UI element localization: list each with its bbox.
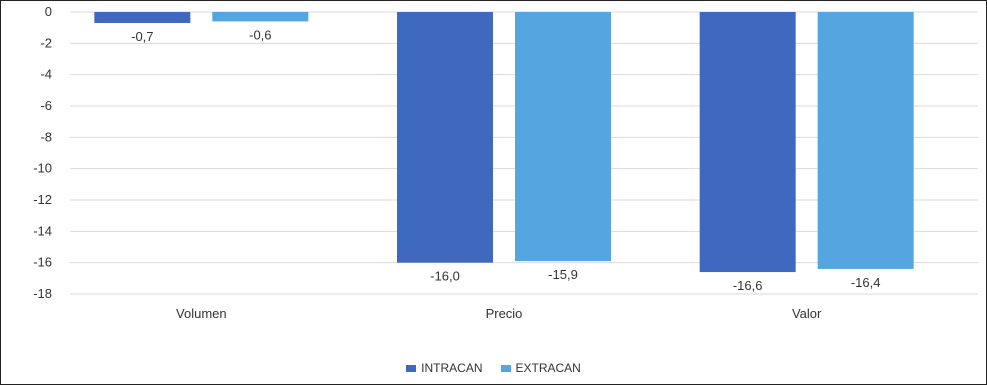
y-tick-label: -2 [40,35,52,50]
y-tick-label: -12 [33,192,52,207]
legend-swatch [406,364,417,372]
y-tick-label: -8 [40,129,52,144]
x-category-label: Valor [792,306,822,321]
x-category-label: Volumen [176,306,227,321]
y-tick-label: -4 [40,67,52,82]
legend-label: INTRACAN [421,361,483,375]
legend-swatch [500,364,511,372]
bar-intracan-volumen [94,12,191,23]
y-tick-label: -14 [33,223,52,238]
bar-extracan-precio [515,12,611,262]
data-label: -16,0 [430,269,460,284]
legend: INTRACAN EXTRACAN [0,361,987,375]
y-tick-label: 0 [45,4,52,19]
data-label: -0,6 [249,27,271,42]
bar-extracan-volumen [212,12,309,22]
legend-item-extracan: EXTRACAN [500,361,581,375]
legend-item-intracan: INTRACAN [406,361,483,375]
legend-label: EXTRACAN [515,361,581,375]
data-label: -16,6 [733,278,763,293]
y-tick-label: -16 [33,255,52,270]
bar-intracan-precio [397,12,493,263]
bar-extracan-valor [817,12,914,269]
bar-intracan-valor [699,12,796,273]
y-tick-label: -10 [33,161,52,176]
y-tick-label: -6 [40,98,52,113]
data-label: -15,9 [548,267,578,282]
data-label: -0,7 [131,29,153,44]
x-category-label: Precio [486,306,523,321]
data-label: -16,4 [851,275,881,290]
y-tick-label: -18 [33,286,52,301]
